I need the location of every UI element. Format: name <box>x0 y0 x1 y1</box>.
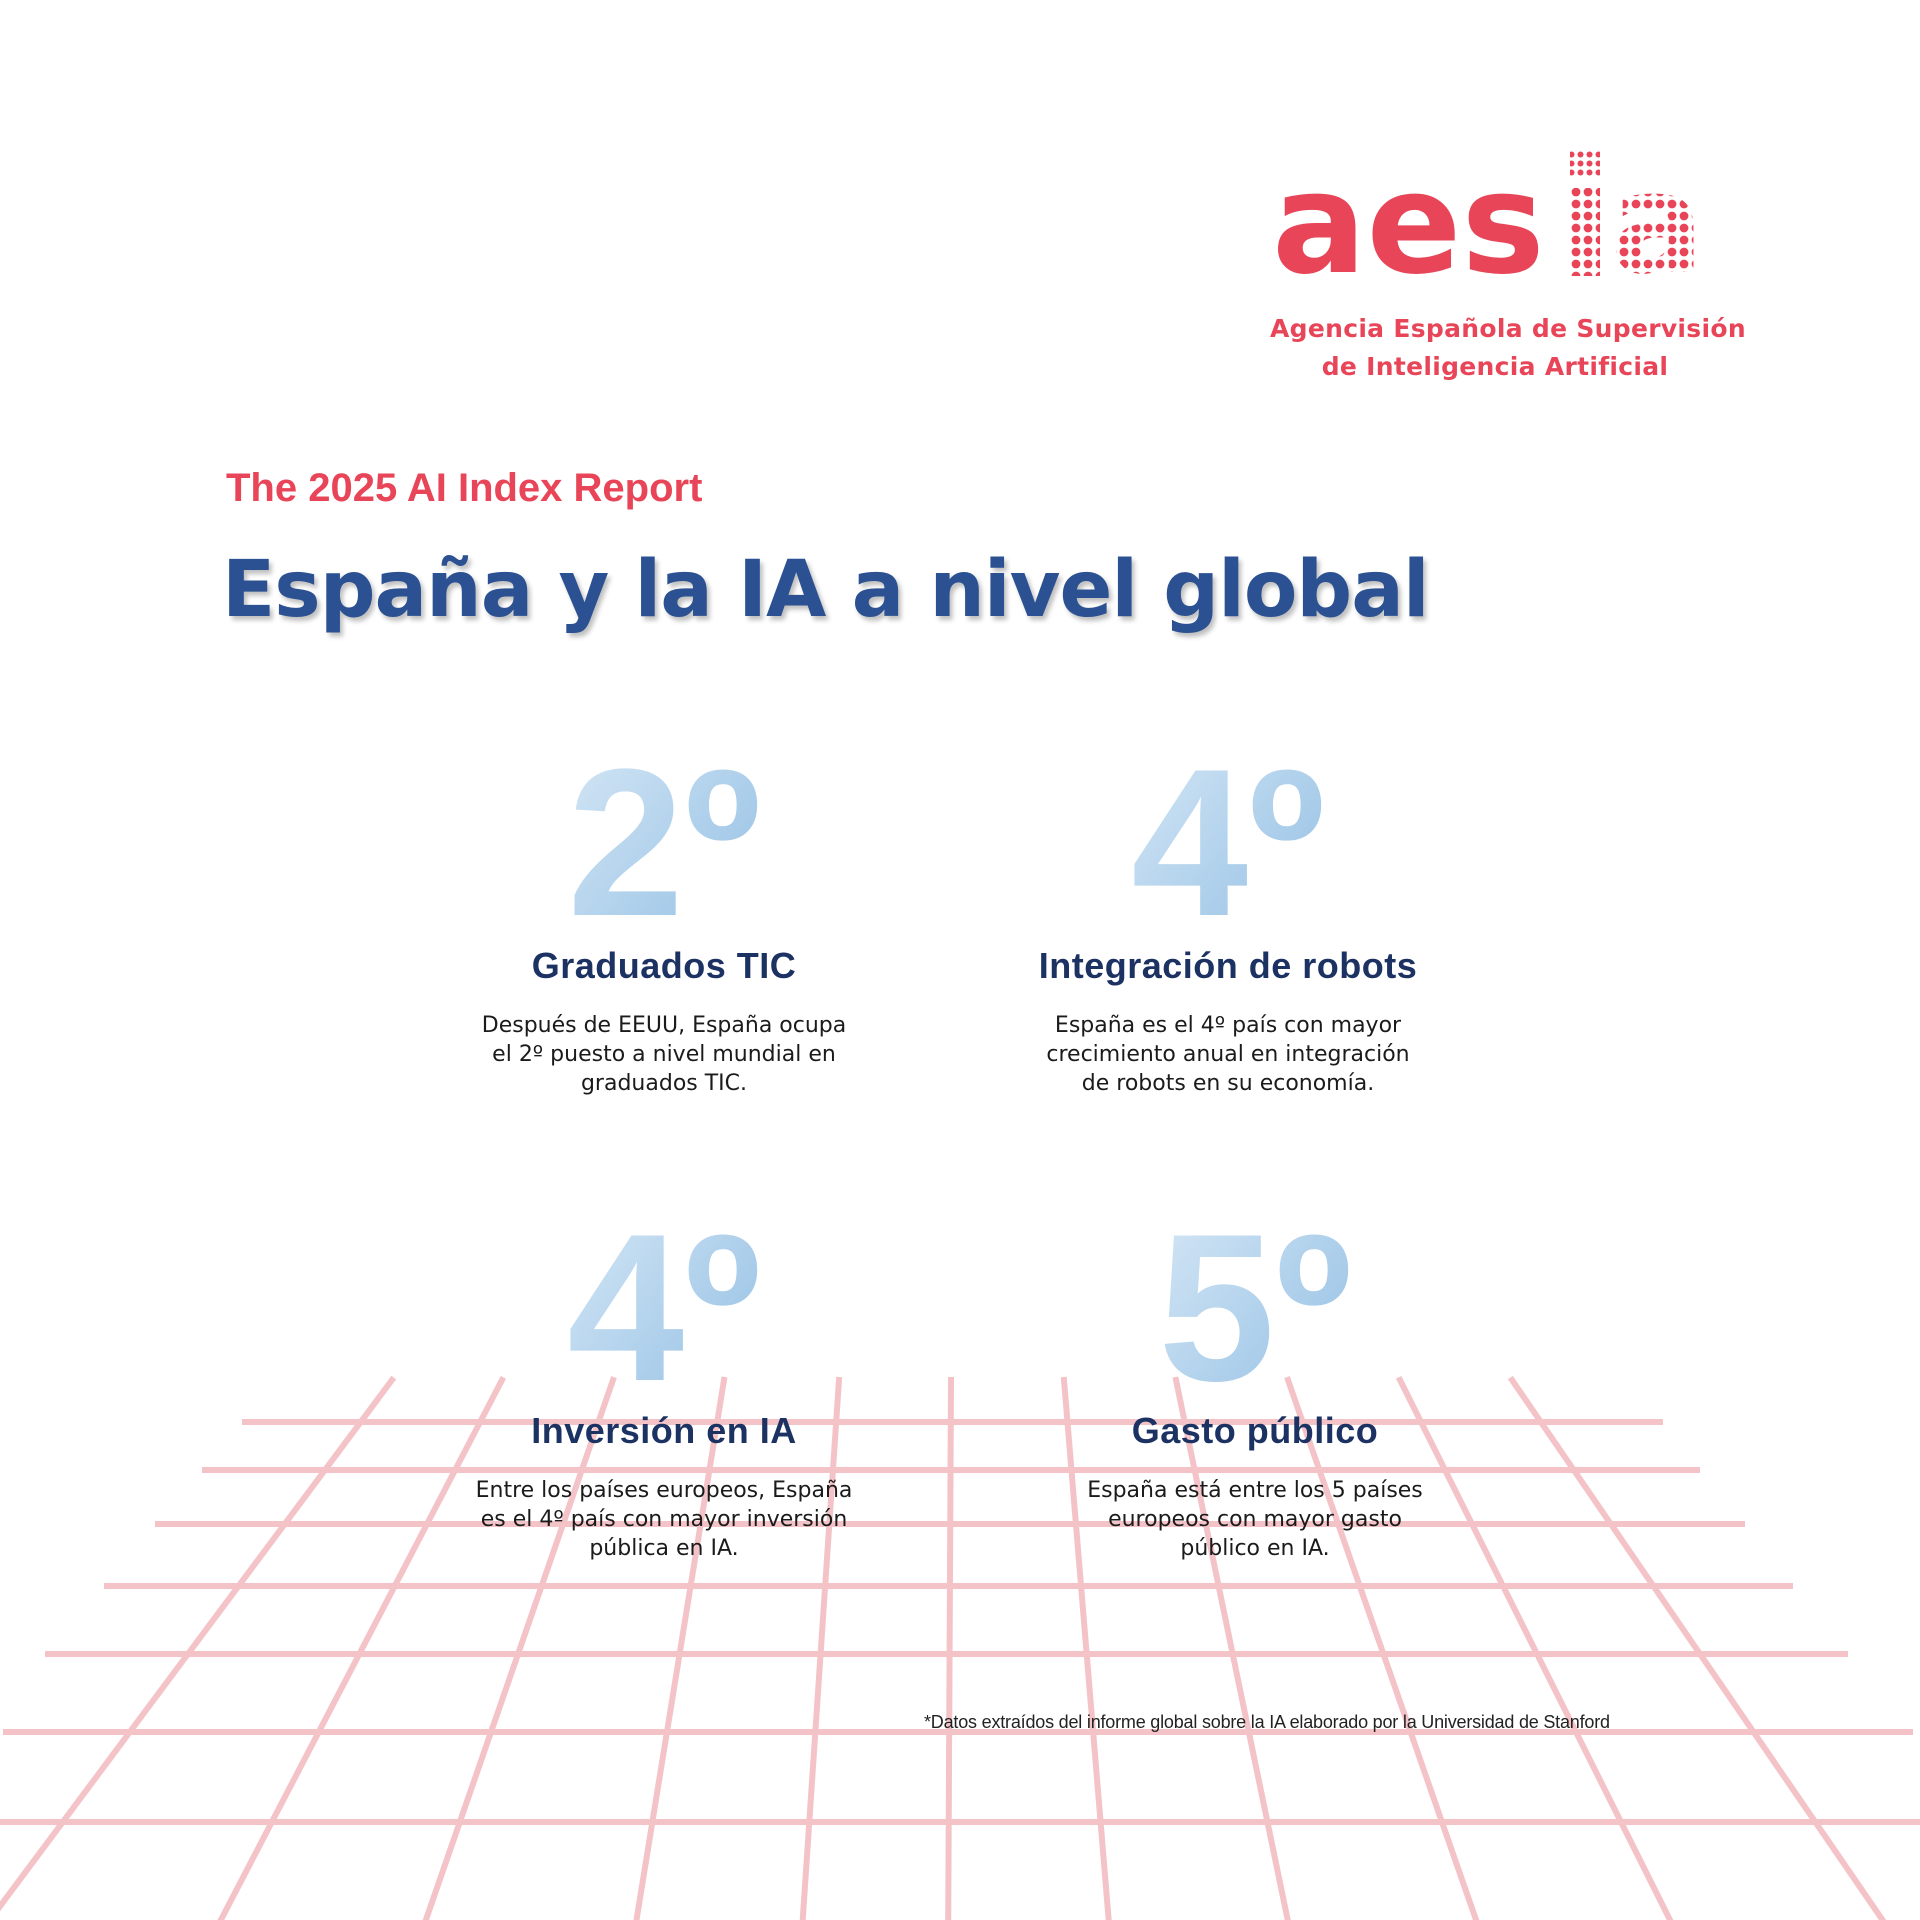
rank-value: 4º <box>1131 745 1325 935</box>
logo-tagline-line2: de Inteligencia Artificial <box>1321 352 1669 381</box>
stat-label: Integración de robots <box>1038 945 1418 986</box>
rank-figure: 2º <box>404 745 924 935</box>
report-kicker: The 2025 AI Index Report <box>226 466 703 510</box>
stat-description: Entre los países europeos, España es el … <box>475 1478 853 1561</box>
stat-card-gasto: 5º Gasto público España está entre los 5… <box>995 1210 1515 1563</box>
stat-label: Graduados TIC <box>531 945 797 986</box>
page-title: España y la IA a nivel global <box>222 545 1430 635</box>
rank-value: 4º <box>567 1210 761 1400</box>
stat-description: Después de EEUU, España ocupa el 2º pues… <box>481 1013 847 1096</box>
logo-tagline-line1: Agencia Española de Supervisión <box>1270 314 1746 343</box>
stat-card-inversion: 4º Inversión en IA Entre los países euro… <box>404 1210 924 1563</box>
rank-figure: 4º <box>404 1210 924 1400</box>
logo-tagline: Agencia Española de Supervisión de Intel… <box>1270 310 1746 386</box>
rank-value: 2º <box>567 745 761 935</box>
stat-label: Inversión en IA <box>531 1410 797 1451</box>
stat-label: Gasto público <box>1131 1410 1379 1451</box>
source-footnote: *Datos extraídos del informe global sobr… <box>924 1712 1610 1732</box>
stat-card-robots: 4º Integración de robots España es el 4º… <box>968 745 1488 1098</box>
aesia-logo: aes a Agencia Española de Supervisión de… <box>1270 150 1746 390</box>
stat-description: España está entre los 5 países europeos … <box>1087 1478 1423 1561</box>
svg-text:aes: aes <box>1272 150 1545 290</box>
rank-value: 5º <box>1158 1210 1352 1400</box>
aesia-wordmark-graphic: aes a <box>1272 150 1704 290</box>
rank-figure: 4º <box>968 745 1488 935</box>
stat-description: España es el 4º país con mayor crecimien… <box>1046 1013 1410 1096</box>
rank-figure: 5º <box>995 1210 1515 1400</box>
svg-text:a: a <box>1610 150 1704 290</box>
stat-card-graduados: 2º Graduados TIC Después de EEUU, España… <box>404 745 924 1098</box>
